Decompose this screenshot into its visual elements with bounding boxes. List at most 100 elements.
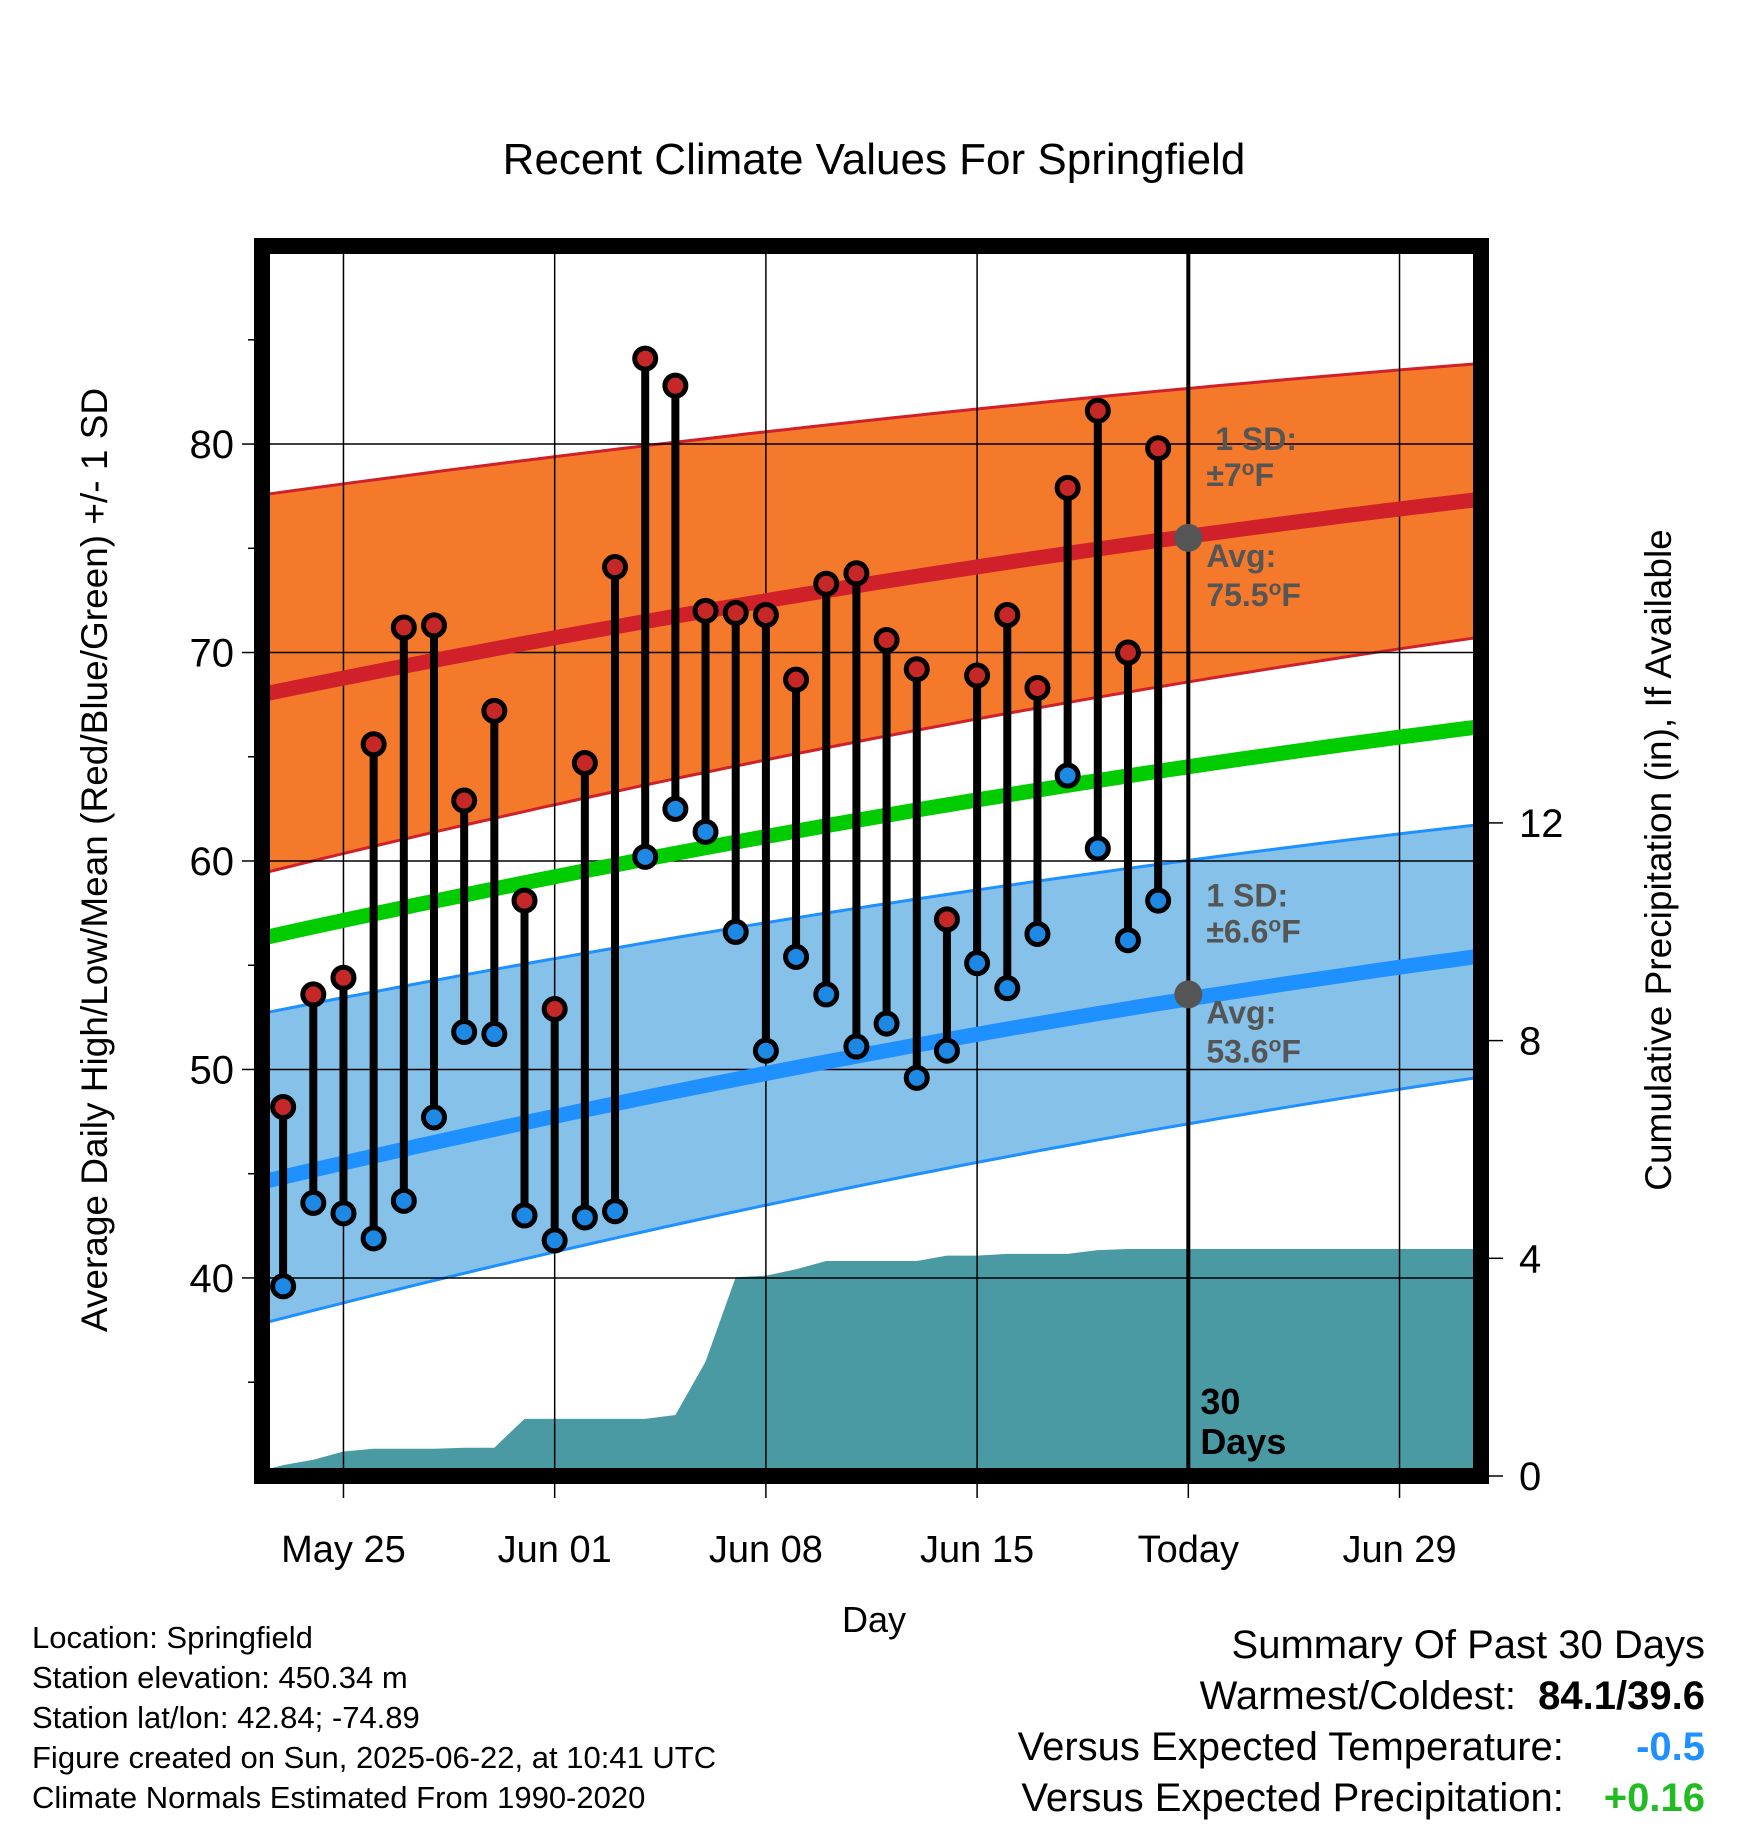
- low-avg-value: 53.6oF: [1206, 1033, 1301, 1070]
- warm-cold-value: 84.1/39.6: [1538, 1674, 1705, 1718]
- high-sd-lower-edge: [262, 635, 1481, 875]
- obs-low-point: [270, 1273, 297, 1300]
- chart-title: Recent Climate Values For Springfield: [503, 135, 1246, 184]
- obs-high-point: [511, 887, 538, 914]
- x-tick-label: Jun 01: [498, 1529, 612, 1571]
- y-right-tick-label: 12: [1519, 802, 1564, 846]
- x-axis-label: Day: [842, 1599, 906, 1640]
- obs-high-point: [330, 964, 357, 991]
- obs-low-point: [722, 918, 749, 945]
- obs-low-point: [994, 975, 1021, 1002]
- location-text: Location: Springfield: [32, 1620, 313, 1655]
- obs-high-point: [722, 599, 749, 626]
- obs-low-point: [903, 1064, 930, 1091]
- created-text: Figure created on Sun, 2025-06-22, at 10…: [32, 1740, 717, 1775]
- period-number: 30: [1200, 1381, 1240, 1422]
- obs-high-point: [270, 1094, 297, 1120]
- obs-high-point: [662, 372, 689, 399]
- obs-low-point: [692, 818, 719, 845]
- high-avg-label: Avg:: [1206, 538, 1276, 574]
- obs-low-point: [360, 1225, 387, 1252]
- obs-low-point: [813, 981, 840, 1008]
- plot-frame: [254, 238, 1489, 1484]
- obs-low-point: [752, 1037, 779, 1064]
- summary-panel: Summary Of Past 30 Days Warmest/Coldest:…: [1018, 1620, 1705, 1824]
- obs-low-point: [662, 795, 689, 822]
- precip-anomaly-row: Versus Expected Precipitation: +0.16: [1018, 1773, 1705, 1824]
- warm-cold-row: Warmest/Coldest: 84.1/39.6: [1018, 1671, 1705, 1722]
- low-sd-value: ±6.6oF: [1206, 913, 1300, 950]
- y-axis-left-label: Average Daily High/Low/Mean (Red/Blue/Gr…: [74, 388, 115, 1332]
- obs-low-point: [1054, 762, 1081, 789]
- obs-high-point: [1145, 435, 1172, 462]
- obs-low-point: [1084, 835, 1111, 862]
- y-left-tick-label: 40: [190, 1257, 235, 1301]
- summary-title: Summary Of Past 30 Days: [1231, 1623, 1705, 1667]
- temp-anomaly-label: Versus Expected Temperature:: [1017, 1725, 1564, 1769]
- obs-high-point: [1084, 397, 1111, 424]
- low-sd-lower-edge: [262, 1075, 1481, 1326]
- y-left-tick-label: 50: [190, 1048, 235, 1092]
- obs-low-point: [390, 1187, 417, 1214]
- axes: 40 50 60 70 80 0 4 8 12 May 25 Jun 01 Jun 08 Jun 15 T…: [190, 339, 1564, 1571]
- high-sd-upper-edge: [262, 361, 1481, 497]
- obs-high-point: [813, 570, 840, 597]
- obs-high-point: [1054, 474, 1081, 501]
- x-tick-label: May 25: [281, 1529, 406, 1571]
- high-sd-value: ±7oF: [1206, 456, 1274, 493]
- high-sd-label: 1 SD:: [1206, 421, 1297, 457]
- normal-high-line: [262, 491, 1481, 703]
- obs-low-point: [571, 1204, 598, 1231]
- obs-high-point: [541, 996, 568, 1023]
- obs-low-point: [1114, 927, 1141, 954]
- obs-low-point: [330, 1200, 357, 1227]
- high-sd-band: [262, 363, 1481, 874]
- low-sd-band: [262, 824, 1481, 1324]
- obs-high-point: [1114, 639, 1141, 666]
- y-left-tick-label: 60: [190, 840, 235, 884]
- period-word: Days: [1200, 1421, 1286, 1462]
- obs-high-point: [783, 666, 810, 693]
- x-tick-label: Jun 29: [1342, 1529, 1456, 1571]
- frame-border: [254, 238, 1489, 1484]
- obs-low-point: [481, 1021, 508, 1048]
- obs-low-point: [451, 1018, 478, 1045]
- obs-high-point: [571, 750, 598, 777]
- obs-low-point: [1024, 920, 1051, 947]
- normals-text: Climate Normals Estimated From 1990-2020: [32, 1780, 646, 1815]
- obs-high-point: [481, 697, 508, 724]
- obs-low-point: [783, 943, 810, 970]
- obs-low-point: [420, 1104, 447, 1131]
- y-axis-right-label: Cumulative Precipitation (in), If Availa…: [1638, 529, 1679, 1191]
- obs-low-point: [541, 1227, 568, 1254]
- y-right-tick-label: 0: [1519, 1455, 1541, 1499]
- y-left-tick-label: 80: [190, 423, 235, 467]
- obs-low-point: [300, 1189, 327, 1216]
- normal-low-line: [262, 948, 1481, 1190]
- obs-high-point: [390, 614, 417, 641]
- low-sd-upper-edge: [262, 823, 1481, 1016]
- obs-high-point: [360, 731, 387, 758]
- obs-low-point: [873, 1010, 900, 1037]
- precip-anomaly-value: +0.16: [1603, 1776, 1705, 1820]
- obs-high-point: [964, 662, 991, 689]
- latlon-text: Station lat/lon: 42.84; -74.89: [32, 1700, 420, 1735]
- warm-cold-label: Warmest/Coldest:: [1199, 1674, 1516, 1718]
- high-avg-value: 75.5oF: [1206, 576, 1301, 613]
- obs-high-point: [300, 981, 327, 1008]
- obs-high-point: [752, 602, 779, 628]
- x-tick-label: Jun 15: [920, 1529, 1034, 1571]
- obs-low-point: [933, 1037, 960, 1064]
- obs-low-point: [1145, 887, 1172, 914]
- obs-low-point: [602, 1198, 629, 1225]
- low-sd-label: 1 SD:: [1206, 877, 1288, 913]
- obs-low-point: [964, 950, 991, 977]
- obs-high-point: [602, 554, 629, 581]
- temp-anomaly-value: -0.5: [1636, 1725, 1705, 1769]
- obs-low-point: [632, 843, 659, 870]
- y-left-tick-label: 70: [190, 632, 235, 676]
- precip-area: [262, 1249, 1481, 1476]
- x-tick-label: Jun 08: [709, 1529, 823, 1571]
